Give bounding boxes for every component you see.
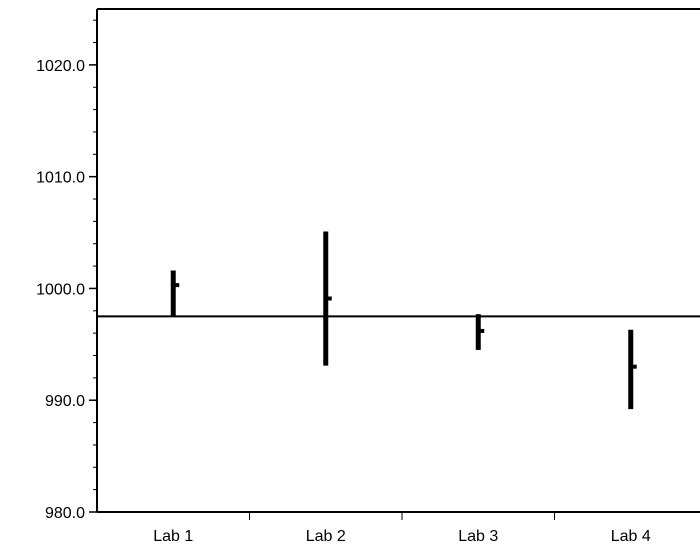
y-tick-label: 990.0	[45, 393, 85, 410]
x-tick-label: Lab 1	[153, 528, 193, 545]
x-axis-tick-labels: Lab 1 Lab 2 Lab 3 Lab 4	[153, 528, 651, 545]
x-tick-label: Lab 3	[458, 528, 498, 545]
y-axis-major-ticks	[89, 64, 97, 513]
x-tick-label: Lab 2	[306, 528, 346, 545]
y-tick-label: 1010.0	[36, 170, 85, 187]
y-tick-label: 980.0	[45, 505, 85, 522]
y-tick-label: 1000.0	[36, 281, 85, 298]
y-tick-label: 1020.0	[36, 58, 85, 75]
x-tick-label: Lab 4	[611, 528, 651, 545]
range-marks	[170, 231, 637, 410]
x-axis-ticks	[249, 512, 555, 520]
y-axis-tick-labels: 980.0 990.0 1000.0 1010.0 1020.0	[36, 58, 85, 522]
